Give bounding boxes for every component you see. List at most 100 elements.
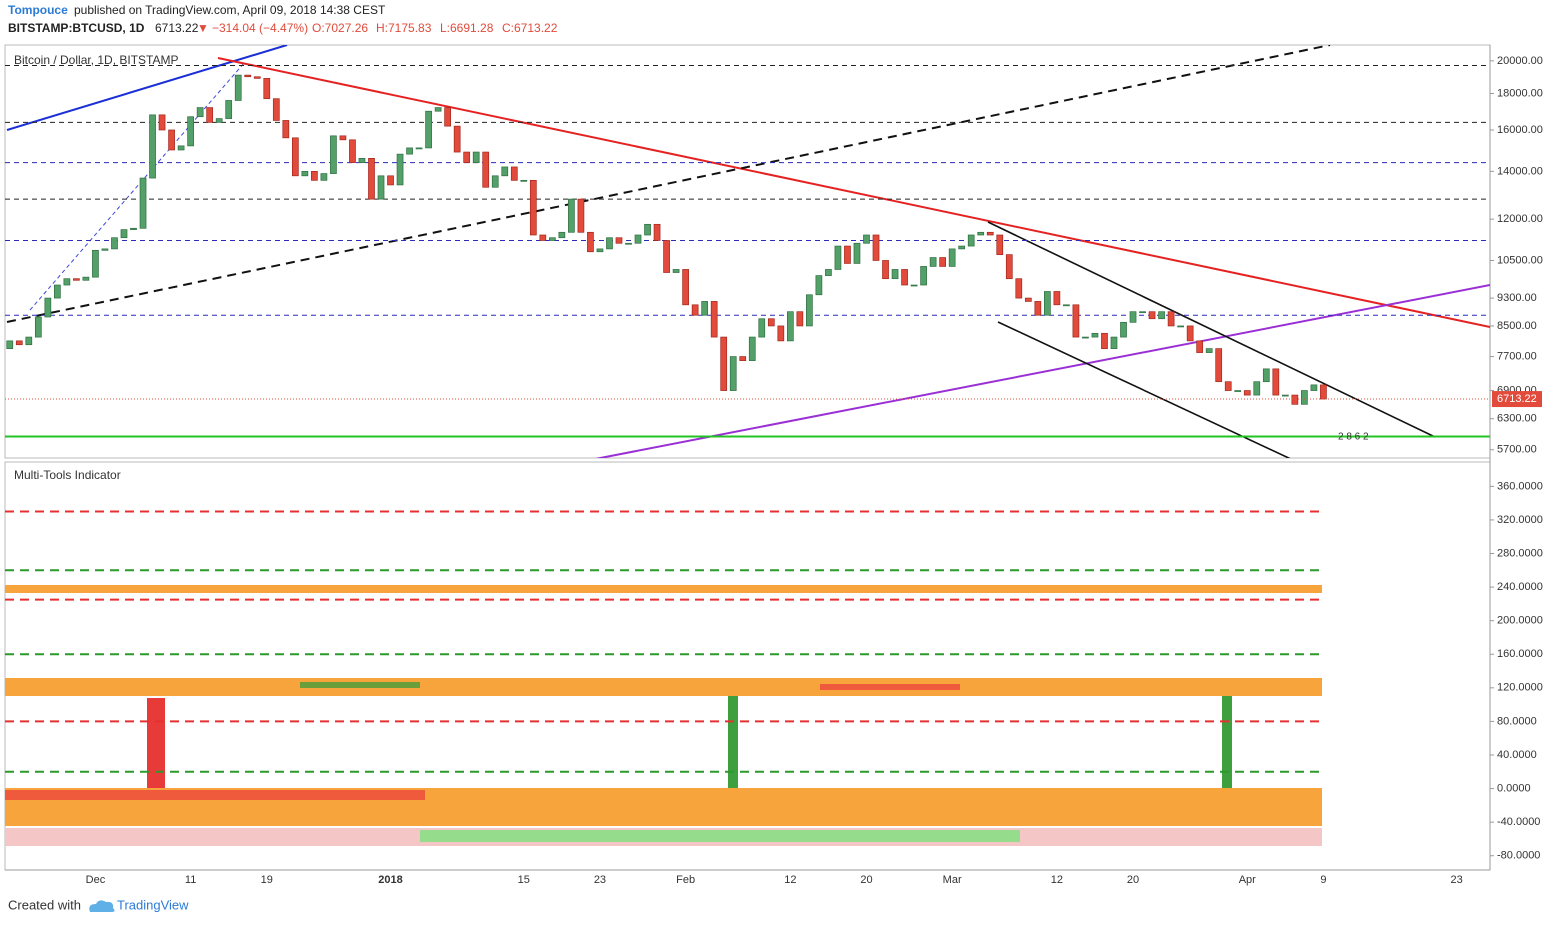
y-tick-label: 80.0000	[1497, 715, 1537, 727]
change: −314.04 (−4.47%)	[212, 21, 308, 35]
signal-bar	[147, 698, 165, 788]
candle	[34, 316, 42, 338]
candle	[139, 177, 147, 229]
candle	[1110, 336, 1118, 349]
candle	[434, 107, 442, 112]
candle	[406, 147, 413, 155]
candle	[444, 107, 451, 127]
candle	[796, 311, 804, 327]
candle	[748, 336, 756, 361]
heat-band	[300, 682, 420, 688]
candle	[844, 245, 851, 264]
y-tick-label: 120.0000	[1497, 682, 1543, 694]
candle	[330, 135, 337, 174]
candle	[63, 278, 71, 286]
candle	[234, 74, 242, 101]
candle	[25, 336, 33, 346]
candle	[834, 245, 842, 270]
y-tick-label: 20000.00	[1497, 55, 1543, 67]
candle	[986, 231, 994, 236]
candle	[1129, 311, 1137, 323]
candle	[1205, 348, 1213, 353]
close: C:6713.22	[502, 21, 558, 35]
candle	[415, 147, 423, 150]
candle	[491, 175, 499, 188]
candle	[1082, 336, 1089, 339]
candle	[82, 276, 90, 281]
candle	[967, 234, 975, 247]
candle	[463, 151, 471, 163]
candle	[853, 242, 861, 264]
signal-bar	[1222, 696, 1232, 788]
candle	[206, 107, 214, 123]
channel-line	[987, 221, 1436, 438]
candle	[929, 257, 937, 267]
y-tick-label: 40.0000	[1497, 749, 1537, 761]
candle	[158, 114, 166, 131]
logo	[89, 900, 115, 912]
heat-band	[5, 678, 1322, 696]
arrow: ▼	[197, 21, 209, 35]
candle	[701, 301, 709, 316]
candle	[1034, 301, 1042, 316]
candle	[1024, 297, 1032, 302]
trend-line	[6, 45, 288, 131]
candle	[368, 158, 375, 200]
candle	[1091, 332, 1099, 338]
y-tick-label: 16000.00	[1497, 124, 1543, 136]
candle	[1063, 304, 1070, 307]
x-tick-label: 9	[1320, 874, 1326, 886]
candle	[311, 171, 318, 181]
candle	[1291, 394, 1299, 405]
candle	[291, 137, 299, 177]
last-price-label: 6713.22	[1497, 393, 1537, 405]
candle	[691, 304, 699, 316]
candle	[710, 301, 718, 338]
candle	[377, 175, 385, 200]
candle	[806, 294, 813, 327]
candle	[825, 269, 832, 276]
candle	[1196, 340, 1204, 353]
candle	[1158, 311, 1165, 320]
candle	[1224, 381, 1232, 391]
candle	[244, 74, 252, 78]
candle	[1272, 368, 1280, 396]
candle	[54, 284, 61, 299]
trend-line	[6, 45, 1331, 323]
candle	[777, 325, 785, 342]
candle	[539, 234, 547, 241]
y-tick-label: -80.0000	[1497, 850, 1540, 862]
author[interactable]: Tompouce	[8, 3, 68, 17]
candle	[101, 248, 109, 251]
x-tick-label: 2018	[378, 874, 402, 886]
candle	[644, 223, 651, 236]
candle	[1234, 390, 1242, 392]
candle	[920, 266, 927, 286]
candle	[939, 257, 946, 267]
candle	[558, 231, 566, 239]
symbol: BITSTAMP:BTCUSD, 1D	[8, 21, 145, 35]
y-tick-label: 18000.00	[1497, 87, 1543, 99]
candle	[1053, 291, 1061, 306]
brand[interactable]: TradingView	[117, 897, 189, 912]
last: 6713.22	[155, 21, 199, 35]
candle	[549, 237, 556, 241]
y-tick-label: 280.0000	[1497, 547, 1543, 559]
candle	[510, 166, 518, 181]
candle	[1186, 325, 1194, 342]
candle	[767, 318, 775, 327]
candle	[815, 275, 823, 296]
candle	[910, 284, 918, 287]
candle	[396, 153, 404, 186]
candle	[615, 237, 623, 244]
candle	[596, 248, 604, 253]
candle	[387, 175, 394, 186]
y-tick-label: 7700.00	[1497, 350, 1537, 362]
heat-band	[5, 790, 425, 800]
x-tick-label: 23	[594, 874, 606, 886]
y-tick-label: 9300.00	[1497, 292, 1537, 304]
x-tick-label: 11	[185, 874, 196, 886]
candle	[653, 223, 661, 241]
y-tick-label: 240.0000	[1497, 581, 1543, 593]
candle	[1301, 390, 1308, 405]
